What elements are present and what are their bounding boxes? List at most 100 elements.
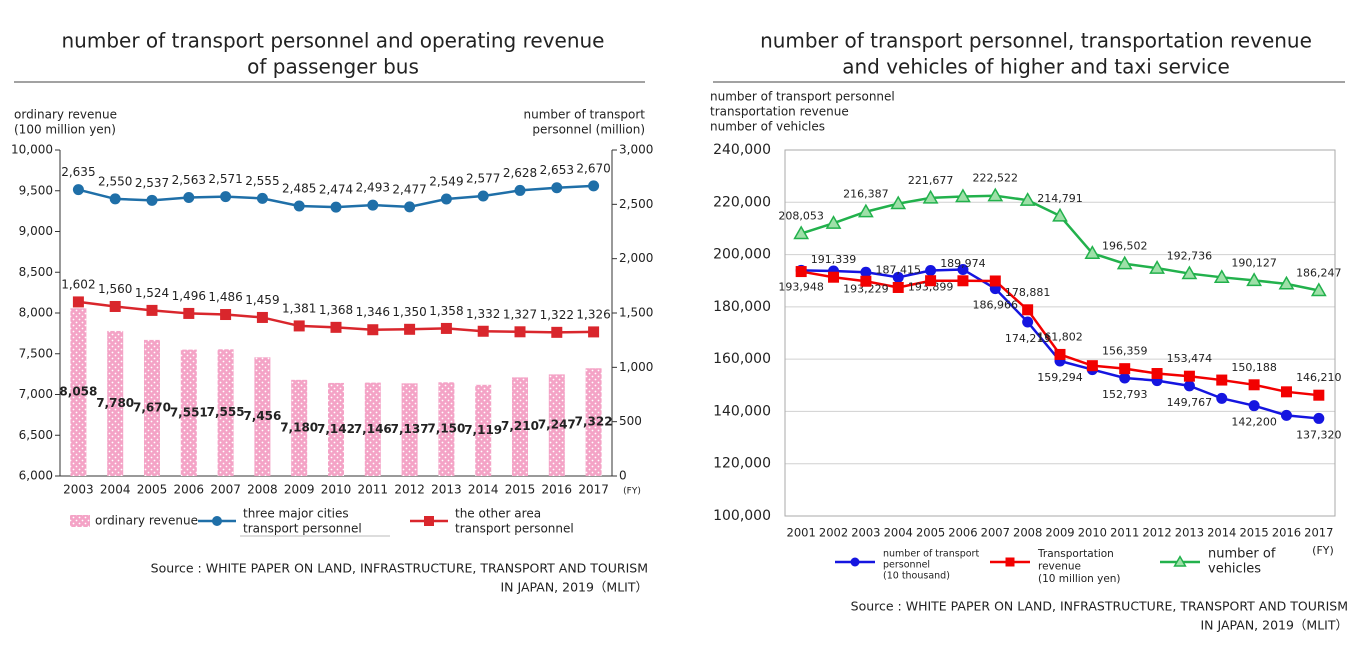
- bar-label: 7,137: [391, 422, 429, 436]
- data-label: 1,486: [208, 290, 242, 304]
- point: [109, 193, 121, 205]
- y-axis-label: number of transport personnel: [710, 90, 895, 104]
- x-tick-label: 2012: [1142, 526, 1171, 540]
- point: [514, 326, 526, 338]
- legend-marker: [1173, 555, 1187, 567]
- x-tick-label: 2014: [468, 483, 499, 497]
- x-tick-label: 2011: [1110, 526, 1139, 540]
- data-label: 221,677: [908, 174, 954, 187]
- legend-label: the other area: [455, 507, 541, 521]
- bar: [254, 357, 271, 476]
- x-tick-label: 2005: [137, 483, 168, 497]
- point: [1022, 316, 1034, 328]
- bar: [438, 382, 455, 476]
- bar-label: 7,551: [170, 405, 208, 419]
- x-tick-label: 2016: [542, 483, 573, 497]
- bar-label: 7,456: [243, 409, 281, 423]
- y-axis-label: transportation revenue: [710, 105, 849, 119]
- data-label: 1,368: [319, 303, 353, 317]
- y-axis-label: ordinary revenue: [14, 108, 117, 122]
- legend-label: personnel: [883, 560, 930, 571]
- x-tick-label: 2013: [1175, 526, 1204, 540]
- point: [890, 195, 907, 210]
- point: [514, 184, 526, 196]
- data-label: 1,350: [392, 305, 426, 319]
- data-label: 2,485: [282, 181, 316, 195]
- x-axis-label: (FY): [1312, 544, 1334, 557]
- x-tick-label: 2004: [100, 483, 131, 497]
- bar-label: 7,322: [575, 415, 613, 429]
- point: [857, 203, 874, 218]
- source: Source : WHITE PAPER ON LAND, INFRASTRUC…: [151, 561, 648, 576]
- data-label: 2,577: [466, 171, 500, 185]
- y2-axis-label: number of transport: [524, 108, 646, 122]
- x-tick-label: 2006: [948, 526, 977, 540]
- x-tick-label: 2017: [1304, 526, 1333, 540]
- data-label: 137,320: [1296, 428, 1342, 441]
- x-tick-label: 2008: [247, 483, 278, 497]
- bar-label: 7,150: [427, 422, 465, 436]
- point: [955, 188, 971, 203]
- point: [183, 307, 195, 319]
- legend-label: transport personnel: [243, 522, 362, 536]
- bar: [512, 377, 528, 476]
- y-tick-label: 100,000: [713, 508, 771, 524]
- point: [330, 201, 342, 213]
- data-label: 186,966: [973, 299, 1019, 312]
- data-label: 190,127: [1231, 256, 1277, 269]
- data-label: 191,339: [811, 253, 857, 266]
- legend-marker: [424, 516, 434, 526]
- data-label: 159,294: [1037, 371, 1083, 384]
- point: [1280, 409, 1292, 421]
- data-label: 178,881: [1005, 286, 1051, 299]
- point: [925, 265, 937, 277]
- data-label: 214,791: [1037, 192, 1083, 205]
- data-label: 2,493: [356, 181, 390, 195]
- point: [1183, 370, 1195, 382]
- point: [1022, 304, 1034, 316]
- data-label: 1,346: [356, 305, 390, 319]
- data-label: 1,560: [98, 282, 132, 296]
- point: [1086, 360, 1098, 372]
- legend-label: vehicles: [1208, 562, 1261, 577]
- x-tick-label: 2010: [321, 483, 352, 497]
- data-label: 1,524: [135, 286, 169, 300]
- x-tick-label: 2009: [284, 483, 315, 497]
- y-tick-label: 220,000: [713, 194, 771, 210]
- point: [892, 281, 904, 293]
- y-tick-label: 8,500: [19, 265, 53, 279]
- bar-label: 7,555: [207, 405, 245, 419]
- point: [256, 311, 268, 323]
- point: [828, 271, 840, 283]
- source: IN JAPAN, 2019（MLIT）: [501, 580, 649, 595]
- chart-title: number of transport personnel and operat…: [62, 29, 605, 53]
- bar: [144, 339, 160, 476]
- y-tick-label: 7,000: [19, 387, 53, 401]
- y-tick-label: 6,000: [19, 469, 53, 483]
- plot-frame: [784, 149, 1336, 517]
- bar-label: 7,247: [538, 418, 576, 432]
- point: [440, 322, 452, 334]
- x-tick-label: 2015: [1239, 526, 1268, 540]
- data-label: 149,767: [1167, 396, 1213, 409]
- x-tick-label: 2001: [787, 526, 816, 540]
- x-tick-label: 2011: [358, 483, 389, 497]
- x-tick-label: 2013: [431, 483, 462, 497]
- x-tick-label: 2005: [916, 526, 945, 540]
- x-tick-label: 2014: [1207, 526, 1236, 540]
- y2-tick-label: 2,500: [619, 197, 653, 211]
- data-label: 2,537: [135, 176, 169, 190]
- chart-title: number of transport personnel, transport…: [760, 29, 1312, 53]
- data-label: 2,550: [98, 174, 132, 188]
- data-label: 193,899: [908, 281, 954, 294]
- bar: [364, 382, 381, 476]
- y-tick-label: 8,000: [19, 306, 53, 320]
- point: [293, 200, 305, 212]
- point: [892, 271, 904, 283]
- data-label: 1,381: [282, 301, 316, 315]
- y2-axis-label: personnel (million): [532, 123, 645, 137]
- point: [989, 275, 1001, 287]
- bar-label: 7,119: [464, 423, 502, 437]
- legend-label: (10 million yen): [1038, 573, 1121, 585]
